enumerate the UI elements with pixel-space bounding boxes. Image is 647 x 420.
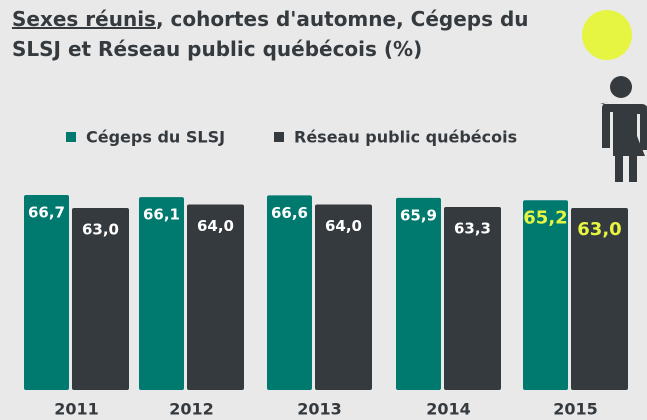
legend-swatch — [274, 132, 284, 142]
x-tick-label: 2015 — [553, 400, 598, 419]
bar — [267, 195, 312, 390]
value-label: 63,3 — [454, 219, 491, 237]
x-tick-label: 2011 — [54, 400, 99, 419]
legend-label: Réseau public québécois — [294, 128, 517, 147]
value-label: 63,0 — [577, 219, 621, 240]
title-rest: , cohortes d'automne, Cégeps du SLSJ et R… — [12, 7, 529, 61]
title-underlined: Sexes réunis — [12, 7, 156, 31]
value-label: 65,9 — [400, 206, 437, 224]
value-label: 66,7 — [28, 204, 65, 222]
bar — [444, 206, 501, 390]
value-label: 64,0 — [197, 217, 234, 235]
bar — [396, 197, 441, 390]
value-label: 65,2 — [523, 207, 567, 228]
bar — [571, 208, 628, 390]
decor-circle — [582, 10, 632, 60]
bar — [315, 204, 372, 390]
chart-title: Sexes réunis, cohortes d'automne, Cégeps… — [12, 7, 529, 61]
x-tick-label: 2012 — [169, 400, 214, 419]
x-tick-label: 2014 — [426, 400, 471, 419]
value-label: 63,0 — [82, 221, 119, 239]
legend-label: Cégeps du SLSJ — [86, 128, 225, 147]
x-tick-label: 2013 — [297, 400, 342, 419]
bar — [72, 208, 129, 390]
value-label: 66,1 — [143, 206, 180, 224]
legend-swatch — [66, 132, 76, 142]
value-label: 64,0 — [325, 217, 362, 235]
bar — [139, 197, 184, 390]
bar — [24, 195, 69, 390]
bar — [523, 200, 568, 390]
value-label: 66,6 — [271, 204, 308, 222]
bar — [187, 204, 244, 390]
person-icon — [600, 76, 647, 182]
